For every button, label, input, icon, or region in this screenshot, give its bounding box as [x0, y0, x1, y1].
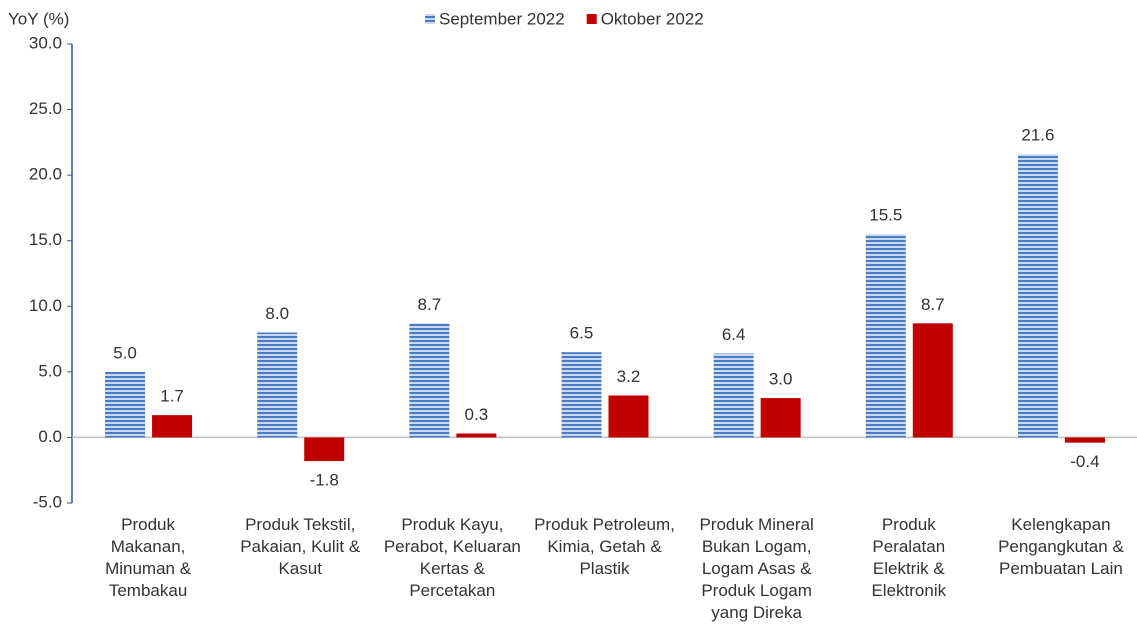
bar: [912, 323, 953, 438]
data-label: -1.8: [310, 471, 339, 490]
x-tick-label: Produk Mineral Bukan Logam, Logam Asas &…: [699, 515, 814, 622]
bar: [1064, 437, 1105, 443]
bar: [1017, 154, 1058, 438]
bar: [456, 433, 497, 438]
data-label: 0.3: [465, 405, 489, 424]
legend-swatch: [425, 14, 435, 24]
bar: [713, 353, 754, 438]
data-label: 5.0: [113, 343, 137, 362]
data-label: 8.0: [265, 304, 289, 323]
x-tick-label: Produk Petroleum, Kimia, Getah & Plastik: [534, 515, 675, 578]
y-tick-label: 0.0: [38, 427, 62, 446]
y-axis-label: YoY (%): [8, 9, 69, 28]
x-tick-label: Produk Tekstil, Pakaian, Kulit & Kasut: [240, 515, 361, 578]
y-tick-label: 5.0: [38, 361, 62, 380]
data-label: 21.6: [1021, 126, 1054, 145]
bar: [865, 234, 906, 438]
bar: [760, 398, 801, 438]
legend-swatch: [586, 14, 597, 24]
y-tick-label: 15.0: [29, 230, 62, 249]
y-tick-label: 20.0: [29, 165, 62, 184]
x-tick-label: Produk Makanan, Minuman & Tembakau: [105, 515, 192, 600]
x-tick-label: Produk Peralatan Elektrik & Elektronik: [871, 515, 947, 600]
data-label: 1.7: [160, 387, 184, 406]
data-label: 6.5: [570, 324, 594, 343]
data-label: 15.5: [869, 206, 902, 225]
bar: [304, 437, 345, 462]
y-tick-label: 25.0: [29, 99, 62, 118]
y-tick-label: 30.0: [29, 33, 62, 52]
x-tick-label: Produk Kayu, Perabot, Keluaran Kertas & …: [383, 515, 521, 600]
y-tick-label: -5.0: [33, 492, 62, 511]
bar: [152, 415, 193, 438]
data-label: 3.2: [617, 367, 641, 386]
bar: [561, 352, 602, 438]
y-tick-label: 10.0: [29, 296, 62, 315]
bar: [608, 395, 649, 438]
data-label: 3.0: [769, 370, 793, 389]
bar: [105, 371, 146, 438]
x-tick-label: Kelengkapan Pengangkutan & Pembuatan Lai…: [998, 515, 1124, 578]
data-label: 8.7: [418, 295, 442, 314]
bar: [409, 323, 450, 438]
bar: [257, 332, 298, 438]
legend-label: Oktober 2022: [601, 9, 704, 28]
legend-label: September 2022: [439, 9, 565, 28]
data-label: 6.4: [722, 325, 746, 344]
data-label: -0.4: [1070, 452, 1099, 471]
data-label: 8.7: [921, 295, 945, 314]
